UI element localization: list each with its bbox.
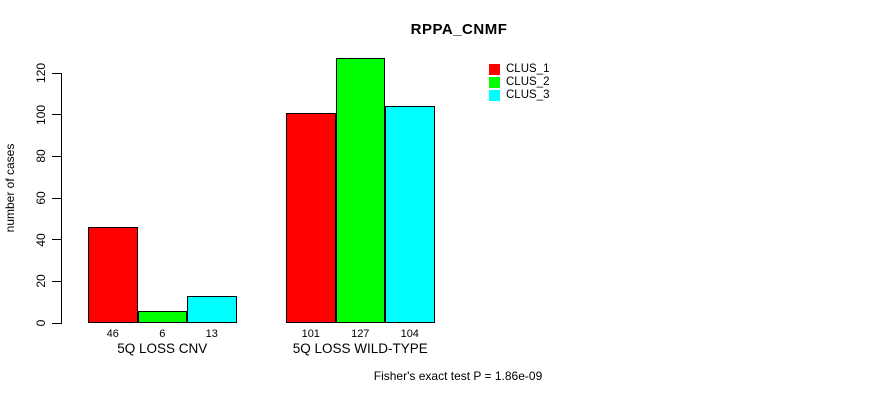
legend-swatch-clus-1-icon [489,64,500,75]
chart-title: RPPA_CNMF [410,21,508,38]
legend-label-clus-1: CLUS_1 [506,62,550,75]
bar-clus_3-group-2 [385,106,435,323]
bar-clus_1-group-2 [286,112,336,323]
bar-value-label: 104 [400,328,419,340]
y-tick-label: 40 [34,232,48,247]
legend: CLUS_1 CLUS_2 CLUS_3 [489,63,549,102]
legend-swatch-clus-3-icon [489,90,500,101]
y-axis-tick [52,197,61,199]
y-axis-label: number of cases [3,143,17,233]
y-axis-line [61,73,62,324]
y-axis-tick [52,155,61,157]
y-tick-label: 120 [34,62,48,84]
x-group-label: 5Q LOSS CNV [117,341,208,356]
x-group-label: 5Q LOSS WILD-TYPE [292,341,428,356]
legend-item-clus-2: CLUS_2 [489,76,549,89]
bar-clus_2-group-2 [335,58,385,323]
y-tick-label: 60 [34,191,48,205]
y-axis-tick [52,114,61,116]
y-tick-label: 100 [34,104,48,125]
legend-item-clus-3: CLUS_3 [489,89,549,102]
legend-label-clus-3: CLUS_3 [506,88,550,101]
legend-label-clus-2: CLUS_2 [506,75,550,88]
bar-clus_2-group-1 [137,310,187,323]
y-axis-tick [52,280,61,282]
y-tick-label: 0 [34,319,48,327]
y-axis-tick [52,322,61,324]
legend-swatch-clus-2-icon [489,77,500,88]
bar-clus_1-group-1 [88,227,138,323]
bar-value-label: 6 [159,328,166,340]
bar-value-label: 101 [301,328,320,340]
y-axis-tick [52,239,61,241]
bar-clus_3-group-1 [187,295,237,323]
bar-value-label: 46 [106,328,119,340]
y-axis-tick [52,72,61,74]
bar-value-label: 13 [205,328,218,340]
fisher-test-annotation: Fisher's exact test P = 1.86e-09 [373,369,543,383]
y-tick-label: 80 [34,149,48,164]
y-tick-label: 20 [34,274,48,289]
legend-item-clus-1: CLUS_1 [489,63,549,76]
bar-value-label: 127 [351,328,370,340]
